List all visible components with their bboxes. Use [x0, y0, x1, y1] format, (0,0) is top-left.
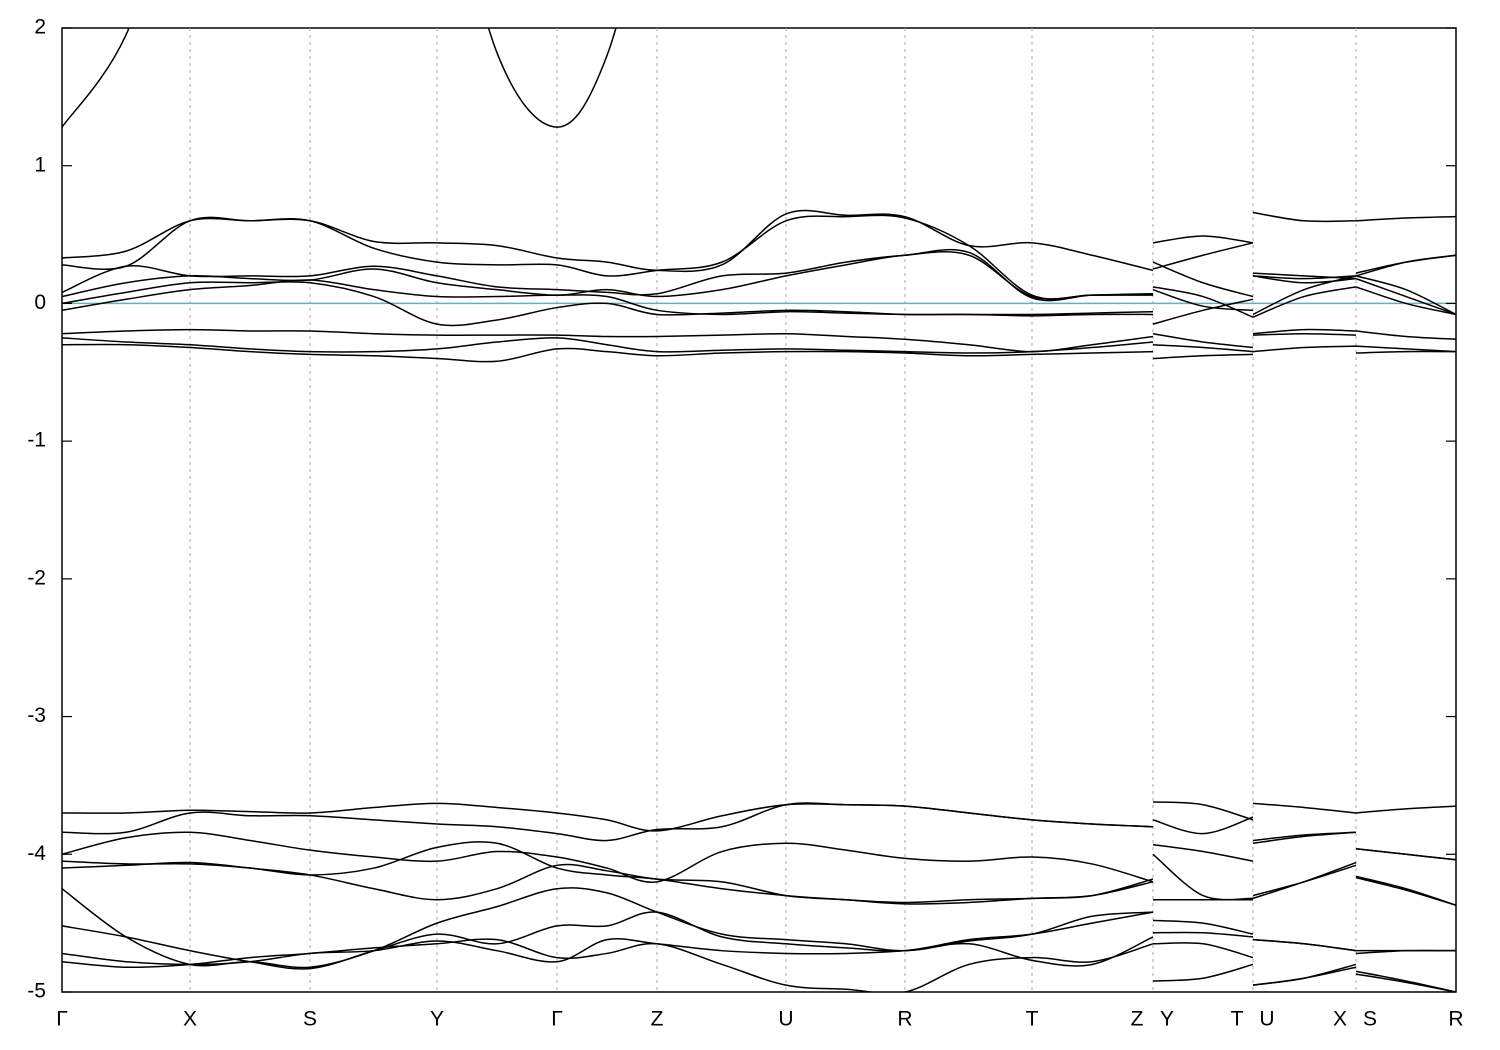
band-line — [62, 801, 1456, 832]
y-tick-label: 1 — [34, 153, 46, 176]
band-line — [62, 861, 1456, 906]
y-tick-label: -4 — [27, 842, 46, 865]
x-tick-label: U — [1259, 1008, 1274, 1031]
band-line — [62, 337, 1456, 354]
band-line — [62, 248, 1456, 302]
x-tick-label: X — [183, 1008, 197, 1031]
band-line — [62, 209, 1456, 273]
band-line — [62, 275, 1456, 327]
x-tick-label: S — [303, 1008, 317, 1031]
plot-area — [62, 28, 1456, 992]
x-tick-label: Z — [1131, 1008, 1144, 1031]
y-tick-label: -3 — [27, 704, 46, 727]
plot-frame — [61, 27, 1457, 993]
x-tick-label: Γ — [551, 1008, 563, 1031]
band-line — [62, 831, 1456, 904]
band-line — [62, 214, 1456, 300]
band-line — [62, 802, 1456, 861]
x-tick-label: S — [1363, 1008, 1377, 1031]
x-tick-label: Y — [430, 1008, 444, 1031]
band-line — [62, 936, 1456, 967]
band-line — [62, 911, 1456, 992]
y-tick-label: 0 — [34, 291, 46, 314]
band-line — [62, 28, 617, 128]
band-line — [62, 279, 1456, 318]
x-tick-label: Y — [1160, 1008, 1174, 1031]
x-tick-label: U — [778, 1008, 793, 1031]
x-tick-label: Z — [651, 1008, 664, 1031]
y-tick-label: 2 — [34, 16, 46, 39]
y-tick-label: -5 — [27, 980, 46, 1003]
band-line — [62, 887, 1456, 969]
band-line — [62, 831, 1456, 906]
band-line — [62, 328, 1456, 353]
x-tick-label: X — [1333, 1008, 1347, 1031]
band-line — [62, 938, 1456, 992]
band-line — [62, 332, 1456, 363]
x-tick-label: T — [1231, 1008, 1244, 1031]
x-tick-label: T — [1026, 1008, 1039, 1031]
x-tick-label: R — [1448, 1008, 1463, 1031]
y-tick-label: -1 — [27, 429, 46, 452]
y-tick-label: -2 — [27, 566, 46, 589]
x-tick-label: Γ — [56, 1008, 68, 1031]
x-tick-label: R — [897, 1008, 912, 1031]
band-line — [62, 251, 1456, 318]
